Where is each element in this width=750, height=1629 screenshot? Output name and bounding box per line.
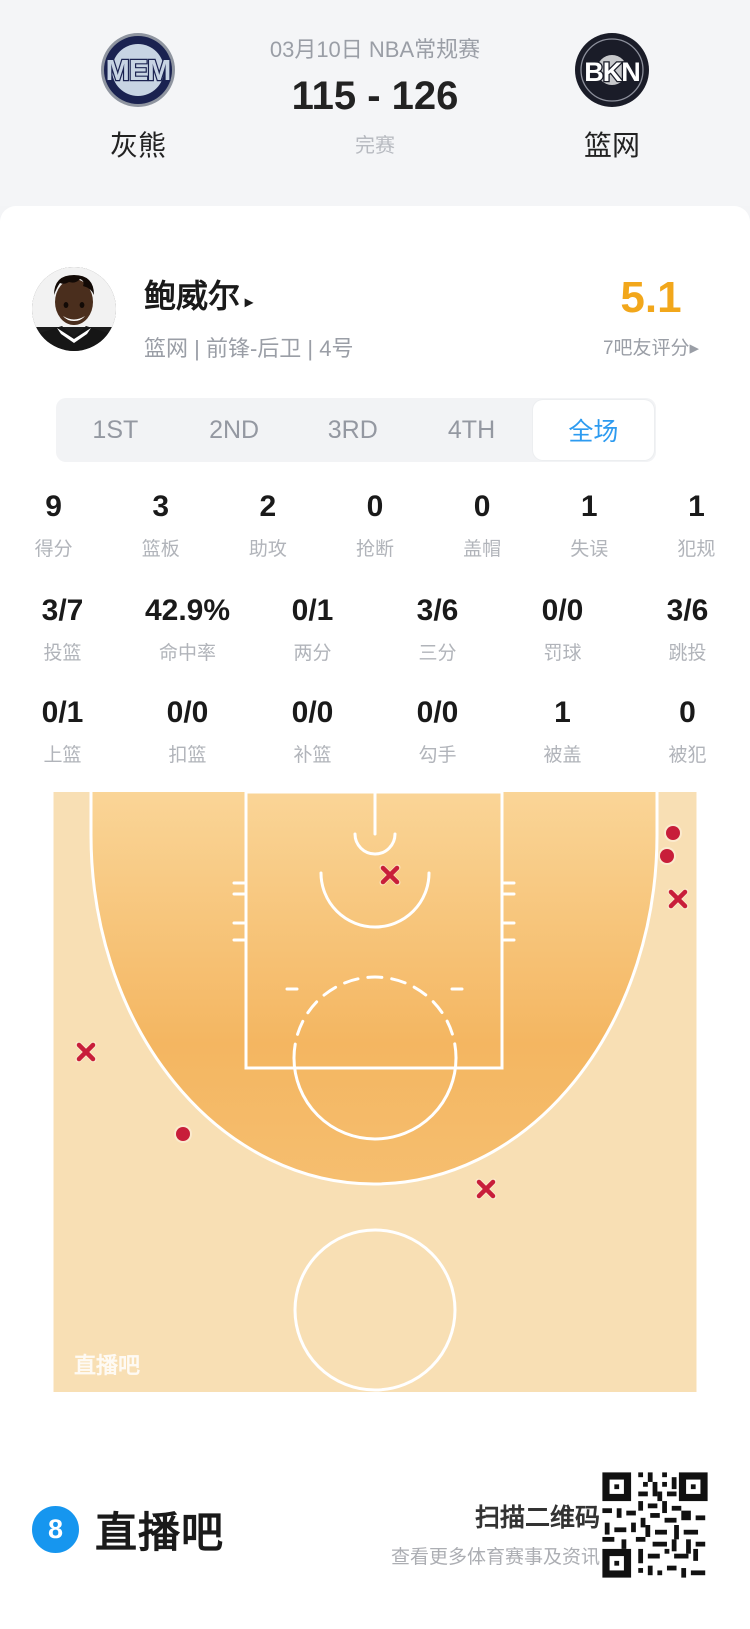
svg-text:直播吧: 直播吧 [74, 1353, 140, 1378]
svg-text:BKN: BKN [584, 57, 640, 87]
svg-text:MEM: MEM [106, 55, 171, 87]
